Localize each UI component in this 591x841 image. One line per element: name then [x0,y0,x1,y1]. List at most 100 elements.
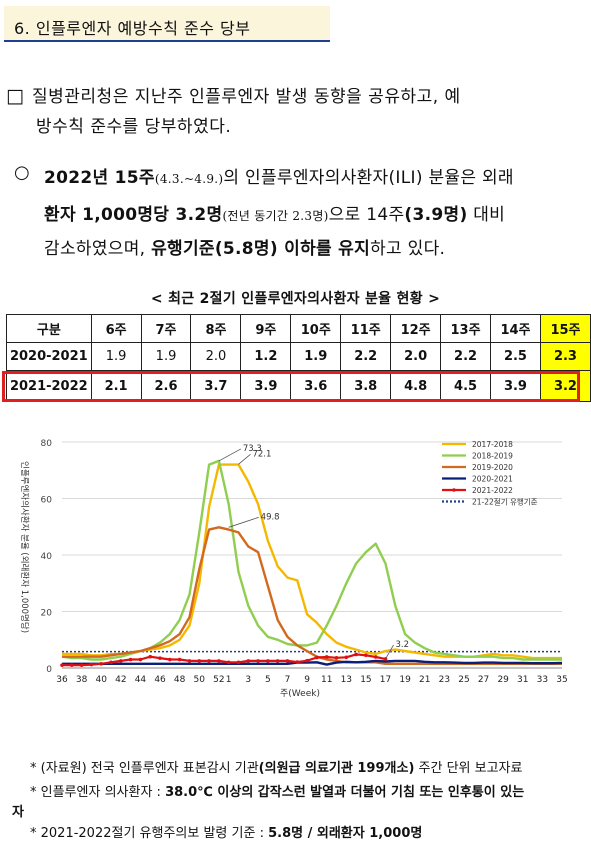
series-point [373,655,378,659]
legend-label: 2017-2018 [472,440,513,449]
footnote-text: * 2021-2022절기 유행주의보 발령 기준 : [30,826,269,841]
series-point [295,660,300,664]
x-tick-label: 44 [135,675,147,685]
week-label: 2022년 15주 [44,168,155,188]
series-point [383,657,388,661]
annotation-label: 73.3 [243,444,262,454]
legend-label: 2020-2021 [472,475,513,484]
annotation-leader [228,516,259,528]
x-tick-label: 46 [154,675,166,685]
header-cell: 13주 [440,314,492,343]
series-point [364,653,368,658]
table-cell: 2021-2022 [6,370,92,402]
annotation-leader [238,454,251,465]
series-point [89,662,94,667]
circle-bullet-icon: ○ [14,162,30,183]
table-row: 2020-2021 1.9 1.9 2.0 1.2 1.9 2.2 2.0 2.… [6,342,591,371]
series-point [334,656,339,660]
series-point [197,659,202,663]
footnote-definition-end: 자 [12,801,24,820]
summary-end: 하고 있다. [370,239,446,259]
section-header: 6. 인플루엔자 예방수칙 준수 당부 [4,6,330,42]
table-row: 2021-2022 2.1 2.6 3.7 3.9 3.6 3.8 4.8 4.… [6,370,591,402]
x-tick-label: 40 [95,675,107,685]
series-point [236,660,241,665]
ili-text: 의 인플루엔자의사환자(ILI) 분율은 외래 [223,168,514,188]
notice-line-1: 질병관리청은 지난주 인플루엔자 발생 동향을 공유하고, 예 [32,87,461,107]
x-tick-label: 27 [478,675,489,685]
x-axis-label: 주(Week) [280,688,320,699]
table-cell: 3.7 [190,370,242,402]
y-tick-label: 20 [41,609,53,619]
x-tick-label: 31 [517,675,528,685]
header-cell: 11주 [340,314,392,343]
footnote-bold: 자 [12,805,24,820]
legend-label: 2019-2020 [472,463,513,472]
y-axis-label: 인플루엔자의사환자 분율 (외래환자 1,000명당) [19,461,30,633]
series-point [79,663,84,667]
x-tick-label: 1 [226,675,232,685]
series-point [324,655,329,659]
highlight-frame [2,371,580,402]
footnote-bold: (의원급 의료기관 199개소) [258,761,415,776]
series-point [266,659,270,663]
compare-suffix: 대비 [467,205,506,225]
x-tick-label: 42 [115,675,126,685]
square-bullet-icon: □ [6,85,24,107]
series-point [158,656,162,660]
x-tick-label: 17 [380,675,391,685]
annotation-label: 3.2 [396,640,410,650]
series-line [62,659,563,666]
series-point [99,661,104,666]
y-tick-label: 40 [41,552,53,562]
header-cell-highlight: 15주 [539,314,591,343]
compare-rate: (3.9명) [404,205,468,225]
table-title: < 최근 2절기 인플루엔자의사환자 분율 현황 > [150,291,441,307]
x-tick-label: 7 [285,675,291,685]
x-tick-label: 3 [245,675,251,685]
annotation-leader [218,448,242,462]
table-cell: 1.9 [90,342,142,371]
summary-line-1: 2022년 15주(4.3.~4.9.)의 인플루엔자의사환자(ILI) 분율은… [44,163,514,188]
footnote-text: * 인플루엔자 의사환자 : [30,785,166,800]
footnote-bold: 5.8명 / 외래환자 1,000명 [268,826,423,841]
epidemic-threshold-text: 유행기준(5.8명) 이하를 유지 [151,239,371,259]
series-point [168,657,172,662]
summary-line-2: 환자 1,000명당 3.2명(전년 동기간 2.3명)으로 14주(3.9명)… [44,200,505,225]
y-tick-label: 60 [41,496,53,506]
x-tick-label: 23 [439,675,450,685]
y-tick-label: 80 [41,439,53,449]
footnote-definition: * 인플루엔자 의사환자 : 38.0℃ 이상의 갑작스런 발열과 더불어 기침… [30,781,524,800]
table-cell: 4.5 [440,370,492,402]
header-cell: 구분 [6,314,92,343]
legend-label: 2018-2019 [472,452,513,461]
x-tick-label: 48 [174,675,186,685]
series-point [256,659,260,663]
series-point [148,654,153,659]
summary-line-3: 감소하였으며, 유행기준(5.8명) 이하를 유지하고 있다. [44,234,445,259]
x-tick-label: 33 [537,675,548,685]
header-cell: 8주 [190,314,242,343]
x-tick-label: 19 [399,675,411,685]
footnote-bold: 38.0℃ 이상의 갑작스런 발열과 더불어 기침 또는 인후통이 있는 [165,785,525,800]
table-cell: 4.8 [390,370,442,402]
series-point [207,659,211,663]
annotation-label: 49.8 [261,512,280,522]
table-cell: 3.8 [340,370,392,402]
header-cell: 9주 [240,314,292,343]
series-point [109,660,113,665]
series-point [354,652,358,657]
y-tick-label: 0 [46,665,52,675]
current-rate: 환자 1,000명당 3.2명 [44,205,223,225]
x-tick-label: 13 [341,675,352,685]
header-cell: 12주 [390,314,442,343]
series-point [128,657,133,662]
header-cell: 14주 [490,314,541,343]
footnote-source: * (자료원) 전국 인플루엔자 표본감시 기관(의원급 의료기관 199개소)… [30,757,522,776]
series-point [226,660,231,665]
header-cell: 6주 [90,314,142,343]
footnote-threshold: * 2021-2022절기 유행주의보 발령 기준 : 5.8명 / 외래환자 … [30,822,422,841]
table-cell: 2.0 [390,342,442,371]
series-point [60,663,64,667]
previous-year-rate: (전년 동기간 2.3명) [222,209,329,223]
